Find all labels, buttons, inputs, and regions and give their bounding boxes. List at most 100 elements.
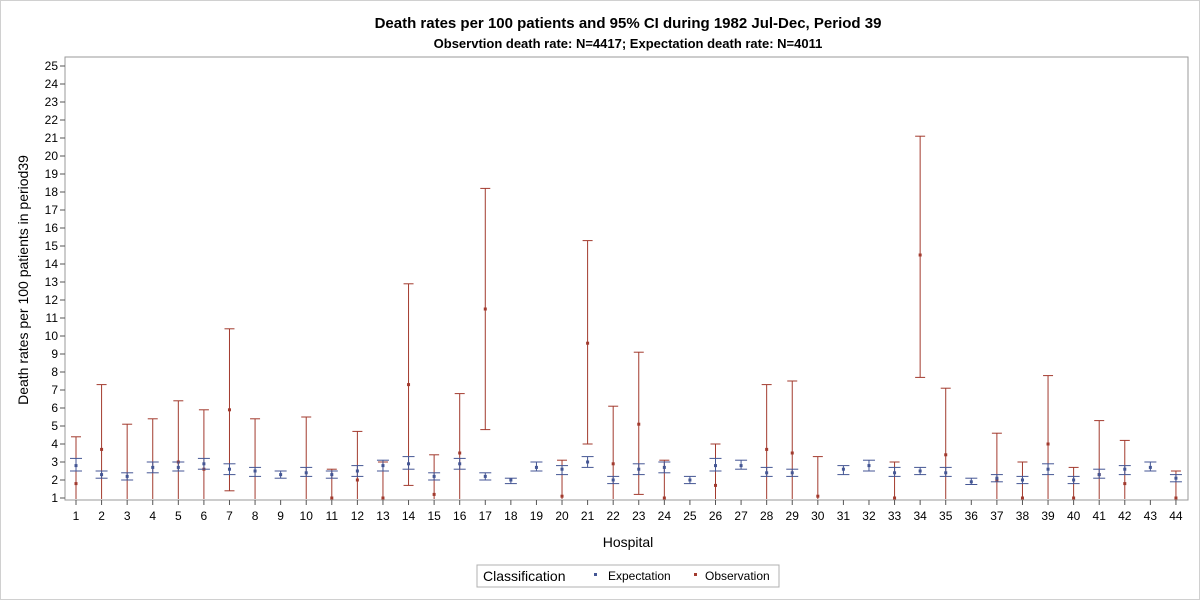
expectation-point bbox=[202, 462, 206, 466]
y-tick-label: 1 bbox=[51, 491, 58, 505]
legend-box bbox=[476, 564, 780, 588]
expectation-point bbox=[995, 476, 999, 480]
x-tick-label: 24 bbox=[658, 509, 672, 523]
y-tick-label: 14 bbox=[45, 257, 59, 271]
x-tick-label: 4 bbox=[149, 509, 156, 523]
legend-observation-marker bbox=[694, 573, 697, 576]
y-tick-label: 25 bbox=[45, 59, 59, 73]
observation-point bbox=[893, 496, 897, 500]
legend-expectation-marker bbox=[594, 573, 597, 576]
expectation-point bbox=[1097, 473, 1101, 477]
expectation-point bbox=[1174, 476, 1178, 480]
expectation-point bbox=[279, 473, 283, 477]
x-tick-label: 21 bbox=[581, 509, 595, 523]
expectation-point bbox=[100, 473, 104, 477]
x-tick-label: 6 bbox=[201, 509, 208, 523]
legend-expectation-label: Expectation bbox=[608, 569, 671, 583]
expectation-point bbox=[227, 467, 231, 471]
observation-point bbox=[1072, 496, 1076, 500]
legend: Classification Expectation Observation bbox=[476, 564, 780, 588]
x-tick-label: 37 bbox=[990, 509, 1004, 523]
y-tick-label: 13 bbox=[45, 275, 59, 289]
observation-point bbox=[1123, 482, 1127, 486]
y-tick-label: 22 bbox=[45, 113, 59, 127]
expectation-point bbox=[662, 465, 666, 469]
x-tick-label: 35 bbox=[939, 509, 953, 523]
expectation-point bbox=[151, 465, 155, 469]
expectation-point bbox=[1020, 478, 1024, 482]
x-tick-label: 5 bbox=[175, 509, 182, 523]
legend-title: Classification bbox=[483, 568, 565, 584]
expectation-point bbox=[841, 467, 845, 471]
x-tick-label: 25 bbox=[683, 509, 697, 523]
observation-point bbox=[714, 483, 717, 487]
x-tick-label: 17 bbox=[479, 509, 493, 523]
y-tick-label: 21 bbox=[45, 131, 59, 145]
observation-point bbox=[1020, 496, 1024, 500]
expectation-point bbox=[1046, 467, 1050, 471]
x-tick-label: 11 bbox=[326, 509, 339, 523]
observation-point bbox=[944, 453, 948, 457]
x-tick-label: 3 bbox=[124, 509, 131, 523]
x-tick-label: 19 bbox=[530, 509, 544, 523]
expectation-point bbox=[611, 478, 615, 482]
plot-area bbox=[64, 56, 1189, 501]
observation-point bbox=[816, 494, 820, 498]
expectation-point bbox=[458, 462, 462, 466]
expectation-point bbox=[534, 465, 538, 469]
x-tick-label: 13 bbox=[376, 509, 390, 523]
x-tick-label: 31 bbox=[837, 509, 851, 523]
expectation-point bbox=[688, 478, 692, 482]
observation-point bbox=[100, 447, 104, 451]
observation-point bbox=[637, 422, 641, 426]
x-tick-label: 26 bbox=[709, 509, 723, 523]
x-tick-label: 34 bbox=[913, 509, 927, 523]
x-tick-label: 40 bbox=[1067, 509, 1081, 523]
x-tick-label: 14 bbox=[402, 509, 416, 523]
x-tick-label: 10 bbox=[300, 509, 314, 523]
y-tick-label: 4 bbox=[51, 437, 58, 451]
expectation-point bbox=[1123, 467, 1127, 471]
y-axis-label: Death rates per 100 patients in period39 bbox=[15, 155, 31, 405]
observation-point bbox=[790, 451, 794, 455]
expectation-point bbox=[253, 469, 257, 473]
expectation-point bbox=[790, 471, 794, 475]
x-tick-label: 23 bbox=[632, 509, 646, 523]
y-tick-label: 18 bbox=[45, 185, 59, 199]
y-tick-label: 23 bbox=[45, 95, 59, 109]
expectation-point bbox=[867, 464, 871, 468]
observation-point bbox=[586, 341, 590, 345]
observation-point bbox=[662, 496, 666, 500]
observation-point bbox=[458, 451, 462, 455]
y-tick-label: 6 bbox=[51, 401, 58, 415]
y-tick-label: 8 bbox=[51, 365, 58, 379]
expectation-point bbox=[355, 469, 359, 473]
x-tick-label: 36 bbox=[965, 509, 979, 523]
observation-point bbox=[611, 462, 615, 466]
expectation-point bbox=[432, 474, 436, 478]
y-tick-label: 20 bbox=[45, 149, 59, 163]
expectation-point bbox=[893, 471, 897, 475]
observation-point bbox=[1174, 496, 1178, 500]
x-tick-label: 15 bbox=[427, 509, 441, 523]
x-tick-label: 43 bbox=[1144, 509, 1158, 523]
observation-point bbox=[227, 408, 231, 412]
expectation-point bbox=[637, 467, 641, 471]
y-tick-label: 24 bbox=[45, 77, 59, 91]
y-tick-label: 11 bbox=[46, 311, 59, 325]
x-tick-label: 9 bbox=[277, 509, 284, 523]
expectation-point bbox=[944, 471, 948, 475]
y-tick-label: 9 bbox=[51, 347, 58, 361]
expectation-point bbox=[483, 474, 487, 478]
expectation-point bbox=[381, 464, 385, 468]
x-tick-label: 8 bbox=[252, 509, 259, 523]
observation-point bbox=[432, 492, 436, 496]
x-tick-label: 39 bbox=[1041, 509, 1055, 523]
x-tick-label: 27 bbox=[734, 509, 748, 523]
y-tick-label: 7 bbox=[51, 383, 58, 397]
expectation-point bbox=[918, 469, 922, 473]
x-tick-label: 33 bbox=[888, 509, 902, 523]
x-tick-label: 22 bbox=[607, 509, 621, 523]
expectation-point bbox=[739, 464, 743, 468]
y-tick-label: 15 bbox=[45, 239, 59, 253]
